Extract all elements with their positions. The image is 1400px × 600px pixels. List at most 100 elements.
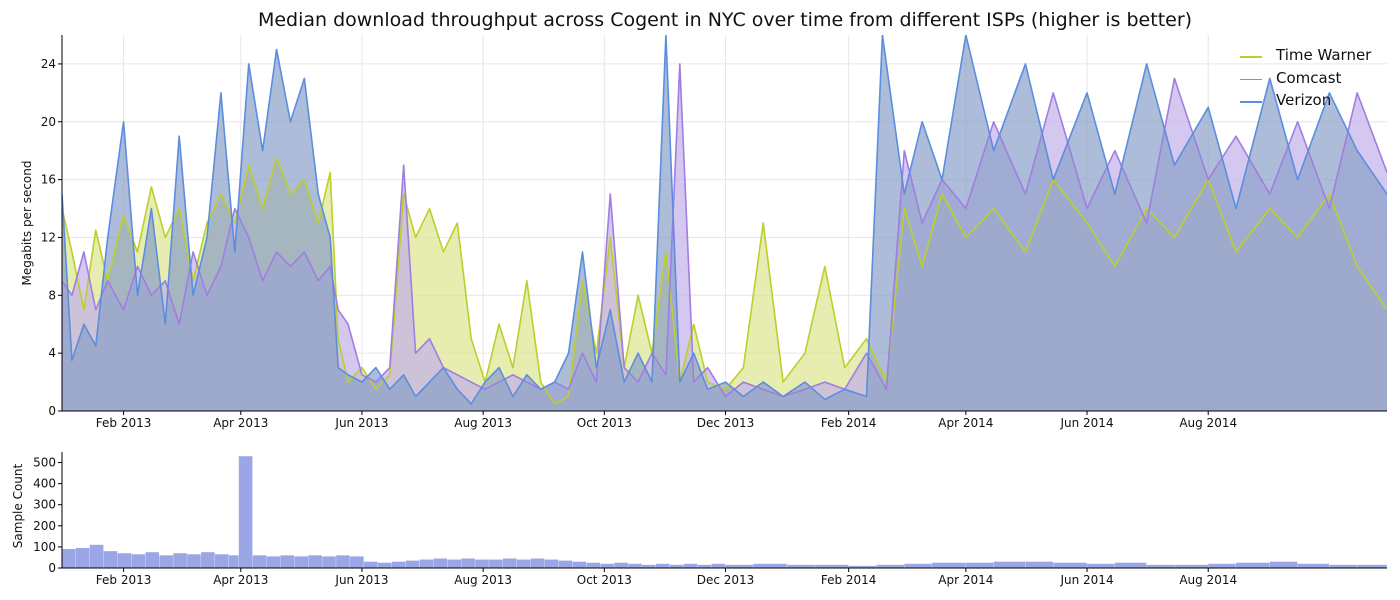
sample-count-bar	[753, 563, 787, 568]
sample-count-bar	[252, 555, 267, 568]
sample-count-bar	[904, 563, 932, 568]
sample-count-bar	[711, 563, 726, 568]
sample-count-bar	[1146, 564, 1175, 568]
sample-count-bar	[447, 559, 461, 568]
sample-count-bar	[145, 552, 160, 568]
sample-count-bar	[1053, 562, 1087, 568]
sample-count-bar	[1269, 561, 1298, 568]
legend-item-comcast: Comcast	[1238, 68, 1388, 91]
sample-count-bar	[503, 558, 517, 568]
sample-count-bar	[201, 552, 215, 568]
sample-count-bar	[228, 555, 239, 568]
chart-title: Median download throughput across Cogent…	[257, 9, 1193, 31]
sample-count-bar	[683, 563, 698, 568]
sample-count-bar	[336, 555, 350, 568]
sample-count-bar	[62, 549, 76, 568]
sample-count-bar	[433, 558, 448, 568]
x-tick-label-main: Feb 2014	[821, 416, 877, 430]
x-tick-label-sub: Apr 2013	[213, 573, 268, 587]
x-tick-label-main: Apr 2013	[213, 416, 268, 430]
x-tick-label-sub: Dec 2013	[697, 573, 755, 587]
sample-count-bar	[131, 554, 146, 568]
x-tick-label-sub: Jun 2014	[1059, 573, 1113, 587]
sample-count-bar	[558, 560, 573, 568]
sample-count-bar	[848, 565, 877, 568]
sample-count-bar	[669, 564, 684, 568]
sample-count-bar	[1087, 563, 1115, 568]
y-tick-label-sub: 200	[33, 519, 56, 533]
sample-count-bar	[173, 553, 187, 568]
sample-count-bar	[544, 559, 559, 568]
y-tick-label-main: 8	[48, 288, 56, 302]
sample-count-bar	[1025, 561, 1053, 568]
sample-count-bar	[214, 554, 229, 568]
y-tick-label-main: 0	[48, 404, 56, 418]
y-tick-label-sub: 300	[33, 498, 56, 512]
sample-count-bar	[159, 555, 173, 568]
sample-count-bar	[266, 556, 281, 568]
x-tick-label-sub: Feb 2013	[96, 573, 152, 587]
sample-count-bar	[642, 564, 656, 568]
legend-swatch-comcast	[1240, 78, 1262, 80]
x-tick-label-sub: Oct 2013	[577, 573, 632, 587]
sample-count-bar	[516, 559, 531, 568]
sample-count-bar	[1297, 563, 1330, 568]
sample-count-bar	[876, 564, 904, 568]
sample-count-bar	[89, 544, 104, 568]
sample-count-bar	[363, 561, 378, 568]
x-tick-label-main: Jun 2014	[1059, 416, 1113, 430]
sample-count-bar	[628, 563, 642, 568]
series-line-time-warner	[62, 157, 1387, 405]
sample-count-bar	[405, 560, 420, 568]
sample-count-bar	[600, 563, 614, 568]
legend-label-time-warner: Time Warner	[1276, 46, 1372, 64]
y-tick-label-main: 20	[41, 115, 56, 129]
plot-area-sub	[62, 456, 1389, 568]
sample-count-bar	[294, 556, 309, 568]
sample-count-bar	[1236, 562, 1270, 568]
x-tick-label-sub: Aug 2013	[454, 573, 512, 587]
x-tick-label-sub: Jun 2013	[334, 573, 388, 587]
x-tick-label-main: Dec 2013	[697, 416, 755, 430]
x-tick-label-sub: Feb 2014	[821, 573, 877, 587]
x-tick-label-main: Oct 2013	[577, 416, 632, 430]
sample-count-bar	[725, 564, 754, 568]
sample-count-bar	[75, 547, 90, 568]
sample-count-bar	[475, 559, 489, 568]
y-tick-label-sub: 0	[48, 561, 56, 575]
sample-count-bar	[187, 554, 201, 568]
y-axis-label-sub: Sample Count	[11, 463, 25, 548]
y-tick-label-sub: 400	[33, 477, 56, 491]
sample-count-bar	[1329, 564, 1357, 568]
legend-label-comcast: Comcast	[1276, 68, 1342, 87]
sample-count-bar	[489, 559, 503, 568]
sample-count-bar	[655, 563, 670, 568]
sample-count-bar	[308, 555, 322, 568]
sample-count-bar	[1174, 564, 1208, 568]
sample-count-bar	[614, 562, 628, 568]
sample-count-bar	[117, 553, 132, 568]
sample-count-bar	[697, 564, 712, 568]
y-tick-label-sub: 500	[33, 456, 56, 470]
y-tick-label-main: 12	[41, 230, 56, 244]
sample-count-bar	[1357, 564, 1387, 568]
series-line-comcast	[62, 63, 1387, 398]
y-axis-label-main: Megabits per second	[20, 161, 34, 286]
legend-swatch-time-warner	[1240, 56, 1262, 58]
plot-area-main	[62, 35, 1387, 411]
sample-count-bar	[103, 551, 118, 568]
x-tick-label-sub: Apr 2014	[938, 573, 993, 587]
sample-count-bar	[530, 558, 545, 568]
sample-count-bar	[1208, 563, 1236, 568]
legend-item-time-warner: Time Warner	[1238, 45, 1388, 68]
legend-swatch-verizon	[1240, 101, 1262, 103]
x-tick-label-main: Aug 2013	[454, 416, 512, 430]
series-area-verizon	[62, 35, 1387, 411]
legend-item-verizon: Verizon	[1238, 90, 1388, 113]
sample-count-bar	[238, 456, 253, 568]
sample-count-bar	[1387, 566, 1389, 568]
sample-count-bar	[461, 558, 475, 568]
sample-count-bar	[350, 556, 364, 568]
x-tick-label-sub: Aug 2014	[1179, 573, 1237, 587]
